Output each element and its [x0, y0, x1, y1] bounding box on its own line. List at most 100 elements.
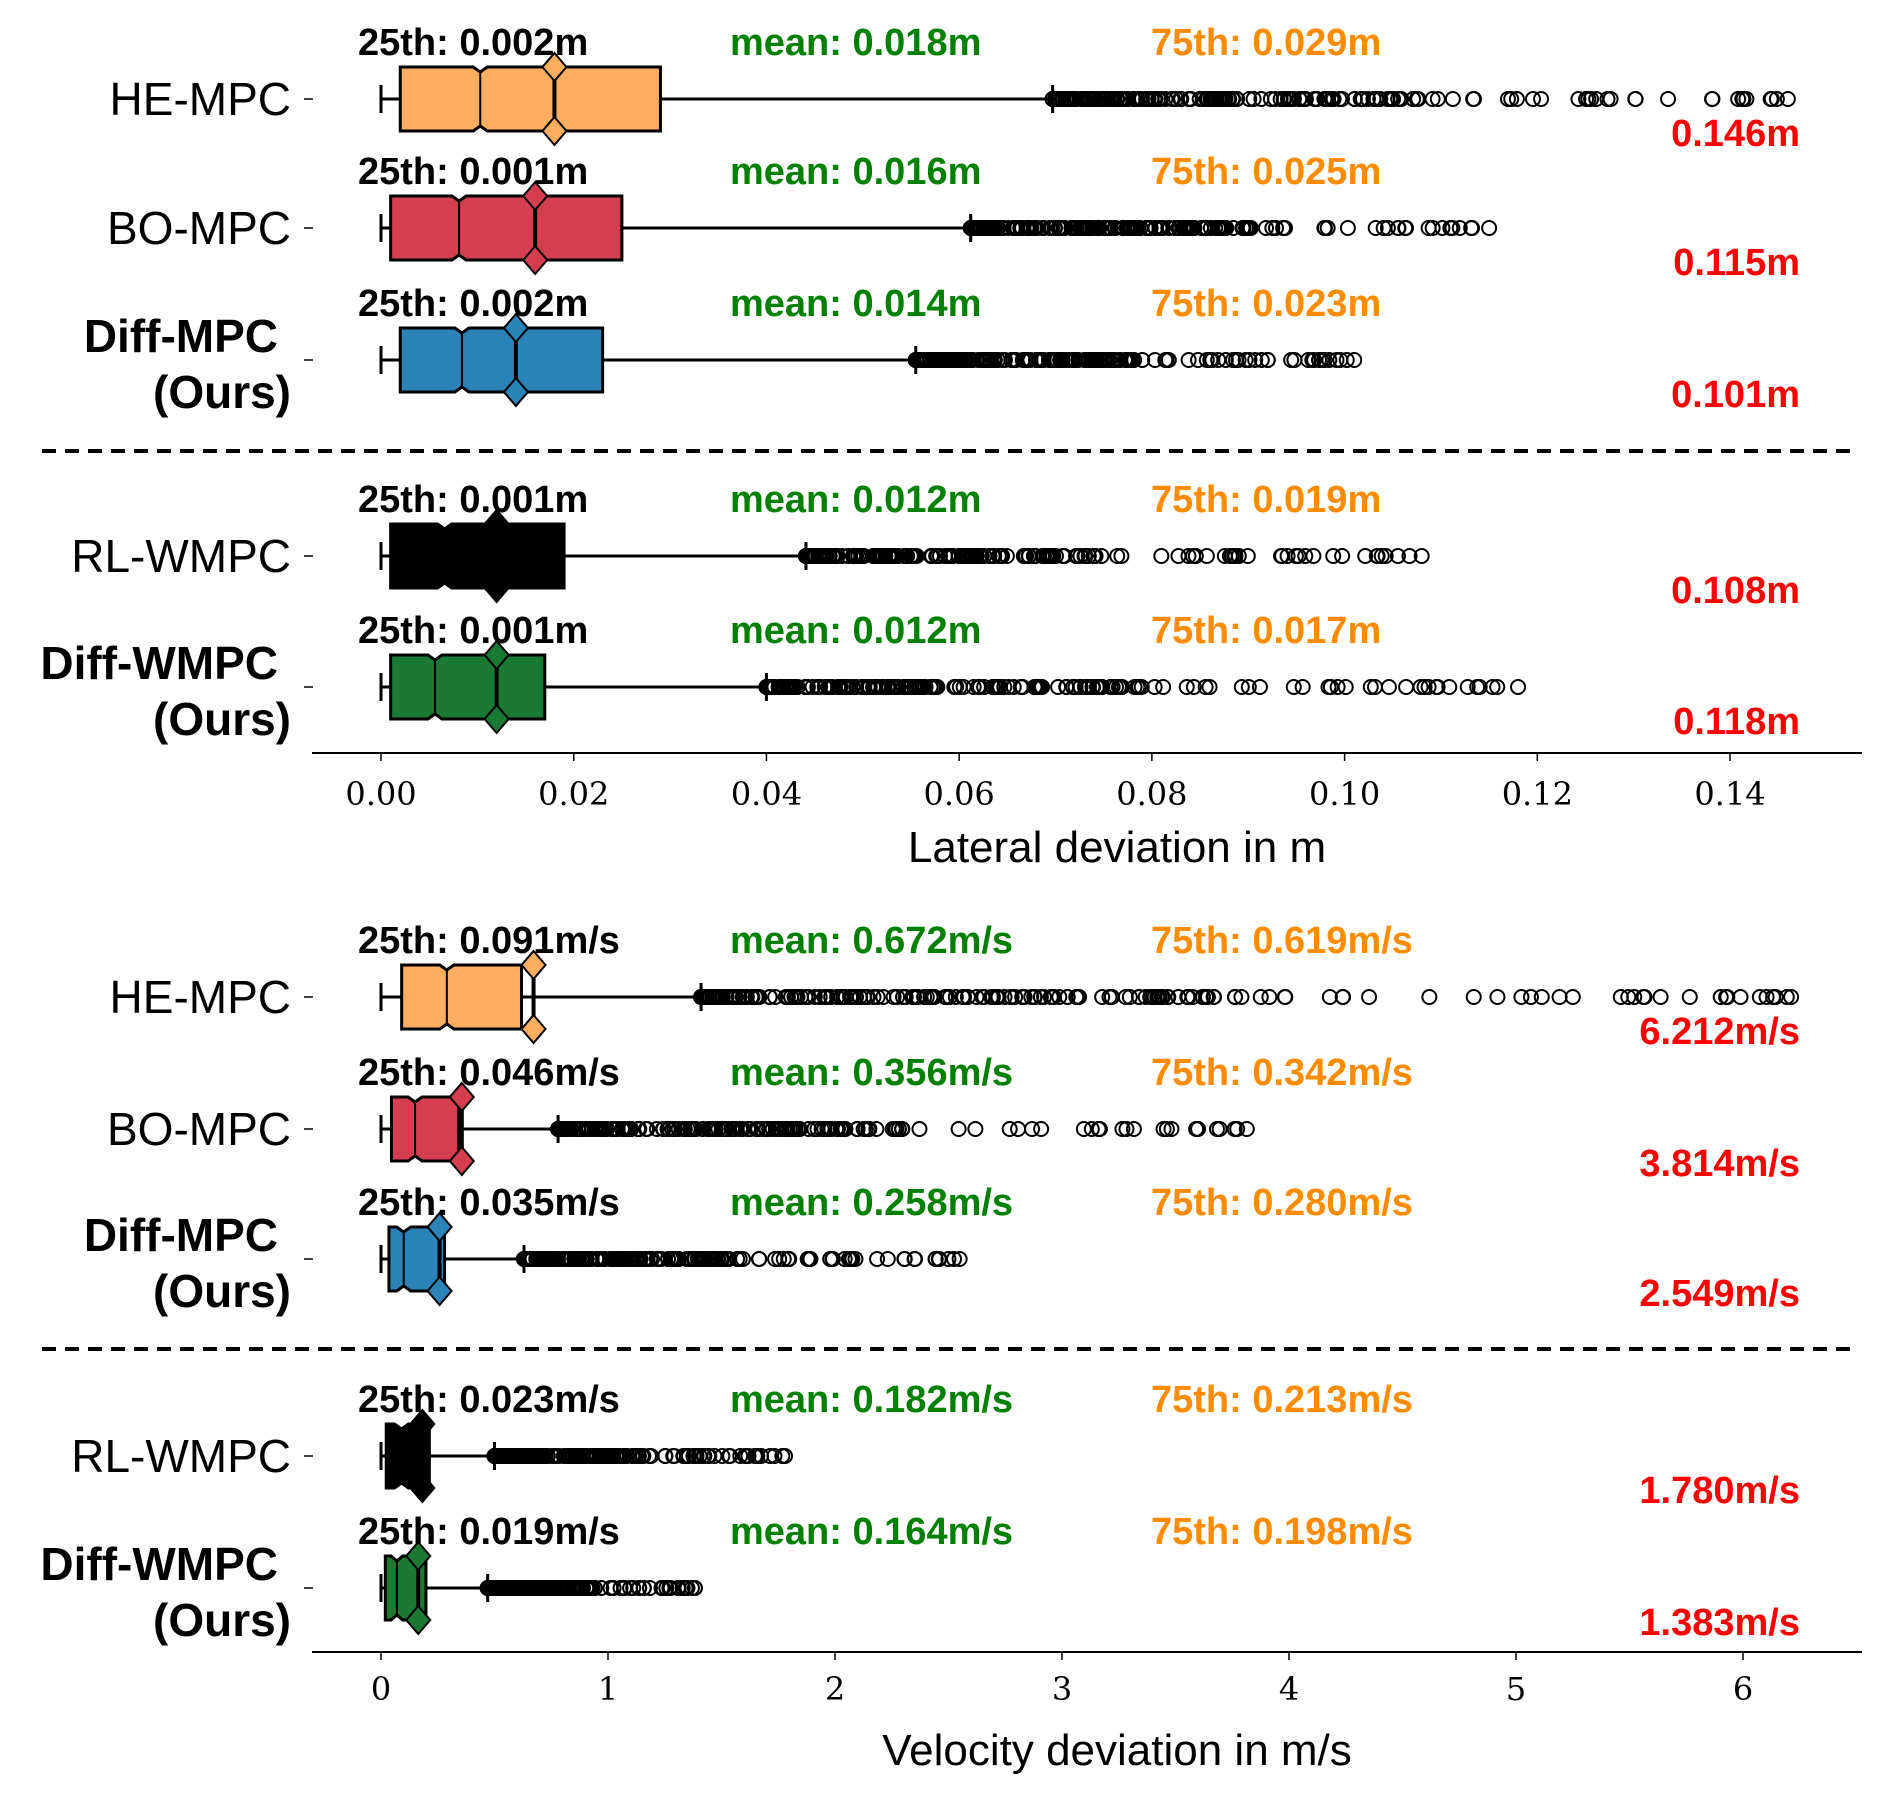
outlier-point — [973, 352, 990, 368]
outlier-point — [566, 1580, 583, 1596]
outlier-point — [1178, 679, 1195, 695]
mean-marker — [521, 180, 549, 212]
outlier-point — [1499, 91, 1516, 107]
mean-marker — [483, 572, 510, 604]
outlier-point — [1779, 91, 1796, 107]
outlier-point — [748, 1121, 765, 1137]
outlier-point — [1681, 989, 1698, 1005]
outlier-point — [701, 1448, 718, 1464]
outlier-point — [928, 548, 945, 564]
outlier-point — [619, 1448, 636, 1464]
outlier-point — [1308, 91, 1325, 107]
outlier-point — [781, 679, 798, 695]
outlier-point — [777, 989, 794, 1005]
outlier-point — [620, 1121, 637, 1137]
outlier-point — [954, 989, 971, 1005]
outlier-point — [896, 1251, 913, 1267]
mean-marker — [502, 376, 530, 408]
outlier-point — [1778, 989, 1795, 1005]
outlier-point — [1183, 220, 1200, 236]
outlier-point — [1118, 352, 1135, 368]
outlier-point — [1660, 91, 1677, 107]
outlier-point — [983, 220, 1000, 236]
outlier-point — [1163, 1121, 1180, 1137]
outlier-point — [867, 679, 884, 695]
outlier-point — [771, 1251, 788, 1267]
box-row: Diff-WMPC(Ours) 25th: 0.001m mean: 0.012m 7… — [40, 610, 1800, 745]
outlier-point — [1533, 91, 1550, 107]
outlier-point — [648, 1121, 665, 1137]
outlier-point — [906, 1251, 923, 1267]
outlier-point — [1198, 548, 1215, 564]
outlier-point — [587, 1121, 604, 1137]
p25-annotation: 25th: 0.035m/s — [358, 1182, 620, 1224]
outlier-point — [1763, 91, 1780, 107]
outlier-point — [1016, 352, 1033, 368]
outlier-point — [984, 679, 1001, 695]
outlier-point — [889, 679, 906, 695]
outlier-point — [510, 1580, 527, 1596]
velocity-deviation-panel: 0 1 2 3 4 5 6 Velocity deviation in m/s HE-MPC 25… — [40, 920, 1862, 1775]
outlier-point — [546, 1580, 563, 1596]
outlier-point — [1091, 220, 1108, 236]
outlier-point — [916, 679, 933, 695]
mean-marker — [408, 1472, 436, 1504]
outlier-point — [1275, 220, 1292, 236]
x-tick-label: 0 — [371, 1670, 391, 1708]
outlier-point — [1237, 352, 1254, 368]
box — [398, 65, 662, 133]
outlier-point — [666, 1448, 683, 1464]
outlier-point — [484, 1580, 501, 1596]
outlier-point — [1481, 220, 1498, 236]
outlier-point — [1346, 352, 1363, 368]
outliers — [479, 1580, 703, 1596]
x-tick-label: 0.00 — [345, 775, 416, 813]
outlier-point — [1379, 220, 1396, 236]
outlier-point — [957, 548, 974, 564]
box-row: RL-WMPC 25th: 0.023m/s mean: 0.182m/s 75th:… — [71, 1379, 1800, 1512]
outliers — [486, 1448, 794, 1464]
mean-marker — [502, 312, 530, 344]
outlier-point — [1325, 548, 1342, 564]
y-tick-label: (Ours) — [153, 1594, 291, 1646]
outlier-point — [929, 679, 946, 695]
outlier-point — [1465, 989, 1482, 1005]
mean-marker — [483, 508, 510, 540]
outlier-point — [1154, 220, 1171, 236]
box — [389, 1095, 461, 1163]
outlier-point — [1010, 1121, 1027, 1137]
outlier-point — [1734, 91, 1751, 107]
outlier-point — [1599, 91, 1616, 107]
outlier-point — [1522, 989, 1539, 1005]
outlier-point — [789, 679, 806, 695]
outlier-point — [1072, 679, 1089, 695]
outlier-point — [1032, 989, 1049, 1005]
outlier-point — [823, 679, 840, 695]
outlier-point — [1285, 679, 1302, 695]
mean-annotation: mean: 0.672m/s — [730, 920, 1013, 962]
outlier-point — [1103, 989, 1120, 1005]
outlier-point — [951, 1251, 968, 1267]
outlier-point — [950, 352, 967, 368]
mean-annotation: mean: 0.164m/s — [730, 1511, 1013, 1553]
outlier-point — [887, 1121, 904, 1137]
y-tick-label: Diff-MPC — [84, 1209, 278, 1261]
outlier-point — [1767, 989, 1784, 1005]
outlier-point — [1052, 220, 1069, 236]
y-tick-label: (Ours) — [153, 366, 291, 418]
outlier-point — [950, 1121, 967, 1137]
box — [389, 653, 547, 721]
outlier-point — [1636, 989, 1653, 1005]
outlier-point — [1758, 989, 1775, 1005]
outlier-point — [1091, 1121, 1108, 1137]
outlier-point — [1075, 220, 1092, 236]
outlier-point — [1142, 989, 1159, 1005]
outlier-point — [806, 989, 823, 1005]
p25-annotation: 25th: 0.091m/s — [358, 920, 620, 962]
outlier-point — [1267, 91, 1284, 107]
outlier-point — [773, 1121, 790, 1137]
mean-marker — [483, 703, 510, 735]
outlier-point — [990, 989, 1007, 1005]
outlier-point — [1005, 352, 1022, 368]
outlier-point — [1102, 220, 1119, 236]
